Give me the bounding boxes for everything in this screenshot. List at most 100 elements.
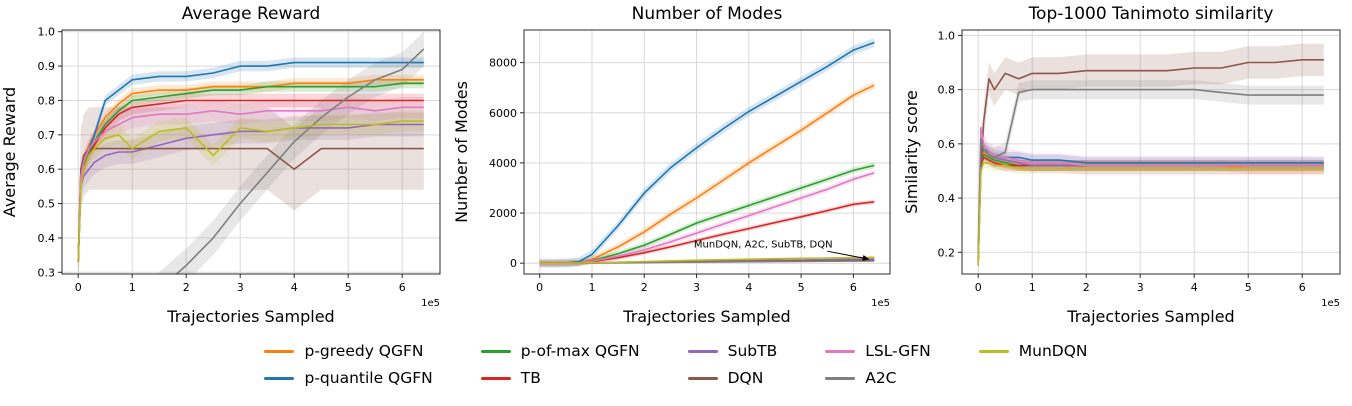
- y-axis-label: Number of Modes: [452, 81, 471, 223]
- y-tick-label: 0.9: [38, 60, 56, 73]
- series-line-lsl-gfn: [77, 106, 424, 263]
- y-tick-label: 8000: [489, 57, 517, 70]
- band-p-greedy-qgfn: [978, 146, 1324, 266]
- series-line-lsl-gfn: [977, 126, 1324, 258]
- y-tick-label: 0.5: [38, 198, 56, 211]
- legend-line-swatch: [687, 376, 718, 380]
- x-tick-label: 1: [1029, 281, 1036, 294]
- legend-line-swatch: [825, 349, 856, 353]
- x-tick-label: 1: [588, 281, 595, 294]
- chart-top-1000-tanimoto-similarity: 0 1 2 3 4 5 6 0.2 0.4 0.6 0.8 1.0 Top-1000 Tanimoto …: [902, 4, 1341, 326]
- series-line-subtb: [77, 123, 424, 263]
- y-axis-label: Similarity score: [902, 90, 921, 214]
- plot-area: [539, 38, 875, 268]
- series-line-a2c: [977, 88, 1324, 253]
- x-tick-label: 1: [129, 281, 136, 294]
- axes-frame: [523, 29, 891, 275]
- x-tick-label: 5: [1245, 281, 1252, 294]
- y-tick-label: 1.0: [938, 29, 956, 42]
- band-dqn: [978, 43, 1324, 274]
- x-tick-label: 4: [745, 281, 752, 294]
- annotation-arrowhead: [862, 255, 870, 261]
- legend-line-swatch: [480, 376, 511, 380]
- x-tick-label: 2: [183, 281, 190, 294]
- x-axis-label: Trajectories Sampled: [166, 307, 334, 326]
- legend-label: p-quantile QGFN: [304, 369, 433, 387]
- x-axis-label: Trajectories Sampled: [622, 307, 790, 326]
- x-tick-label: 0: [975, 281, 982, 294]
- plot-area: [977, 43, 1324, 274]
- x-offset-label: 1e5: [421, 298, 440, 309]
- legend-line-swatch: [978, 349, 1009, 353]
- annotation-arrow: [827, 250, 870, 260]
- chart-number-of-modes: 0 1 2 3 4 5 6 0 2000 4000 6000 8000 Number of Modes T…: [452, 4, 891, 326]
- x-tick-label: 4: [291, 281, 298, 294]
- x-axis-label: Trajectories Sampled: [1066, 307, 1234, 326]
- y-tick-label: 0.6: [38, 163, 56, 176]
- band-tb: [539, 199, 875, 266]
- chart-title: Number of Modes: [632, 4, 783, 24]
- y-tick-label: 0.3: [38, 266, 56, 279]
- y-tick-label: 4000: [489, 157, 517, 170]
- band-p-greedy-qgfn: [539, 81, 875, 268]
- legend-line-swatch: [480, 349, 511, 353]
- series-line-mundqn: [539, 256, 875, 265]
- series-line-p-of-max-qgfn: [77, 82, 424, 263]
- x-offset-label: 1e5: [1321, 298, 1340, 309]
- band-p-quantile-qgfn: [539, 38, 875, 268]
- y-tick-label: 2000: [489, 207, 517, 220]
- series-line-p-greedy-qgfn: [77, 79, 424, 263]
- x-tick-label: 0: [536, 281, 543, 294]
- legend-item-dqn: DQN: [687, 369, 778, 387]
- x-tick-label: 0: [75, 281, 82, 294]
- y-tick-label: 0.4: [38, 232, 56, 245]
- band-a2c: [978, 80, 1324, 262]
- x-tick-label: 3: [237, 281, 244, 294]
- legend-label: SubTB: [727, 342, 778, 360]
- y-tick-label: 6000: [489, 107, 517, 120]
- y-tick-label: 1.0: [38, 26, 56, 39]
- legend-label: LSL-GFN: [865, 342, 931, 360]
- axes-frame: [961, 29, 1341, 275]
- legend-line-swatch: [264, 376, 295, 380]
- legend-item-a2c: A2C: [825, 369, 931, 387]
- chart-host-average-reward: 0 1 2 3 4 5 6 0.3 0.4 0.5 0.6 0.7 0.8 0.9 1.0 Average R…: [0, 0, 452, 336]
- x-tick-label: 5: [345, 281, 352, 294]
- legend-line-swatch: [687, 349, 718, 353]
- legend-label: p-greedy QGFN: [304, 342, 424, 360]
- legend-label: A2C: [865, 369, 897, 387]
- legend-label: DQN: [727, 369, 764, 387]
- series-line-mundqn: [977, 162, 1324, 266]
- band-subtb: [978, 138, 1324, 269]
- legend-item-p-quantile-qgfn: p-quantile QGFN: [264, 369, 433, 387]
- x-tick-label: 2: [641, 281, 648, 294]
- x-tick-label: 2: [1083, 281, 1090, 294]
- legend-item-lsl-gfn: LSL-GFN: [825, 342, 931, 360]
- axes-frame: [61, 29, 441, 275]
- y-tick-label: 0.2: [938, 246, 956, 259]
- series-line-a2c: [175, 48, 425, 274]
- band-lsl-gfn: [78, 97, 424, 273]
- legend-item-mundqn: MunDQN: [978, 342, 1088, 360]
- chart-average-reward: 0 1 2 3 4 5 6 0.3 0.4 0.5 0.6 0.7 0.8 0.9 1.0 Average R…: [0, 4, 441, 326]
- charts-row: 0 1 2 3 4 5 6 0.3 0.4 0.5 0.6 0.7 0.8 0.9 1.0 Average R…: [0, 0, 1341, 336]
- y-tick-label: 0.8: [938, 84, 956, 97]
- band-p-of-max-qgfn: [539, 162, 875, 267]
- legend-item-p-greedy-qgfn: p-greedy QGFN: [264, 342, 432, 360]
- x-tick-label: 6: [399, 281, 406, 294]
- legend: p-greedy QGFN p-of-max QGFN SubTB LSL-GFN Mu…: [0, 342, 1352, 387]
- series-line-mundqn: [77, 120, 424, 263]
- legend-line-swatch: [825, 376, 856, 380]
- legend-item-subtb: SubTB: [687, 342, 778, 360]
- x-tick-label: 6: [1299, 281, 1306, 294]
- chart-title: Average Reward: [182, 4, 321, 24]
- band-subtb: [78, 112, 424, 274]
- chart-host-number-of-modes: 0 1 2 3 4 5 6 0 2000 4000 6000 8000 Number of Modes T…: [452, 0, 902, 336]
- x-tick-label: 3: [693, 281, 700, 294]
- y-axis-label: Average Reward: [0, 87, 19, 217]
- band-lsl-gfn: [978, 118, 1324, 268]
- series-line-dqn: [977, 58, 1324, 258]
- annotation-text: MunDQN, A2C, SubTB, DQN: [694, 240, 833, 251]
- y-tick-label: 0.4: [938, 192, 956, 205]
- x-tick-label: 5: [798, 281, 805, 294]
